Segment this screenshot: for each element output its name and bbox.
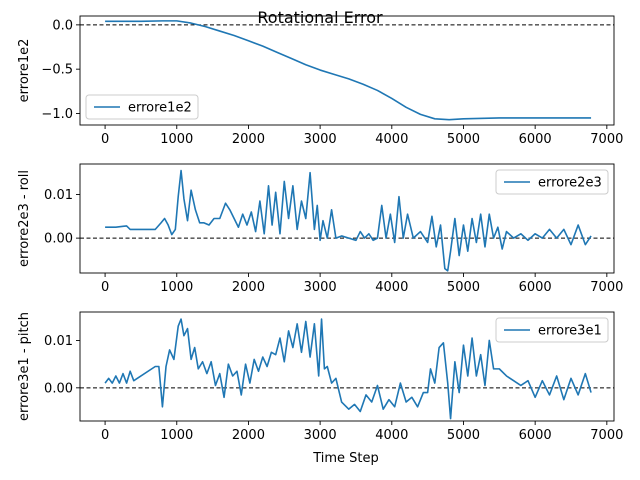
y-tick-label: 0.00 [44,232,73,247]
subplot-3: 0 1000 2000 3000 4000 5000 6000 7000 0.01 0.00 err… [17,311,623,443]
x-tick-label: 3000 [304,280,337,295]
y-tick-label: −1.0 [41,107,73,122]
axes-frame-1 [79,15,615,126]
legend-box [495,317,609,343]
x-tick-label: 2000 [232,132,265,147]
x-tick-label: 6000 [519,428,552,443]
legend-label: errore3e1 [538,324,602,339]
x-tick-label: 5000 [447,132,480,147]
legend-2: errore2e3 [495,169,609,195]
series-line-errore2e3 [105,169,592,272]
series-line-errore3e1 [104,318,592,420]
axes-frame-3 [79,311,615,422]
y-axis-label-1: errore1e2 [17,39,32,103]
legend-box [495,169,609,195]
legend-box [85,94,199,120]
y-tick-label: 0.0 [52,18,73,33]
x-tick-label: 6000 [519,280,552,295]
subplot-2: 0 1000 2000 3000 4000 5000 6000 7000 0.01 0.00 err… [17,163,623,295]
x-tick-label: 0 [101,280,109,295]
y-tick-label: 0.01 [44,188,73,203]
x-tick-label: 0 [101,132,109,147]
y-axis-label-2: errore2e3 - roll [17,170,32,267]
x-tick-label: 7000 [590,428,623,443]
x-tick-label: 4000 [375,132,408,147]
series-line-errore1e2 [105,20,592,121]
x-tick-label: 2000 [232,280,265,295]
x-tick-label: 0 [101,428,109,443]
x-tick-label: 1000 [160,280,193,295]
x-tick-label: 1000 [160,428,193,443]
legend-label: errore2e3 [538,176,602,191]
x-tick-label: 3000 [304,428,337,443]
legend-label: errore1e2 [128,101,192,116]
y-tick-label: 0.01 [44,334,73,349]
x-tick-label: 3000 [304,132,337,147]
subplot-1: 0 1000 2000 3000 4000 5000 6000 7000 0.0 −0.5 −1.0… [17,15,623,147]
y-tick-label: −0.5 [41,63,73,78]
legend-1: errore1e2 [85,94,199,120]
axes-frame-2 [79,163,615,274]
figure-title: Rotational Error [257,8,383,27]
x-tick-label: 2000 [232,428,265,443]
y-tick-label: 0.00 [44,381,73,396]
x-tick-label: 1000 [160,132,193,147]
x-tick-label: 5000 [447,428,480,443]
y-axis-label-3: errore3e1 - pitch [17,312,32,421]
x-tick-label: 4000 [375,428,408,443]
x-tick-label: 7000 [590,280,623,295]
legend-3: errore3e1 [495,317,609,343]
x-axis-label: Time Step [312,451,379,466]
x-tick-label: 7000 [590,132,623,147]
x-tick-label: 6000 [519,132,552,147]
x-tick-label: 5000 [447,280,480,295]
subplots-container: 0 1000 2000 3000 4000 5000 6000 7000 0.0 −0.5 −1.0… [17,15,623,443]
x-tick-label: 4000 [375,280,408,295]
